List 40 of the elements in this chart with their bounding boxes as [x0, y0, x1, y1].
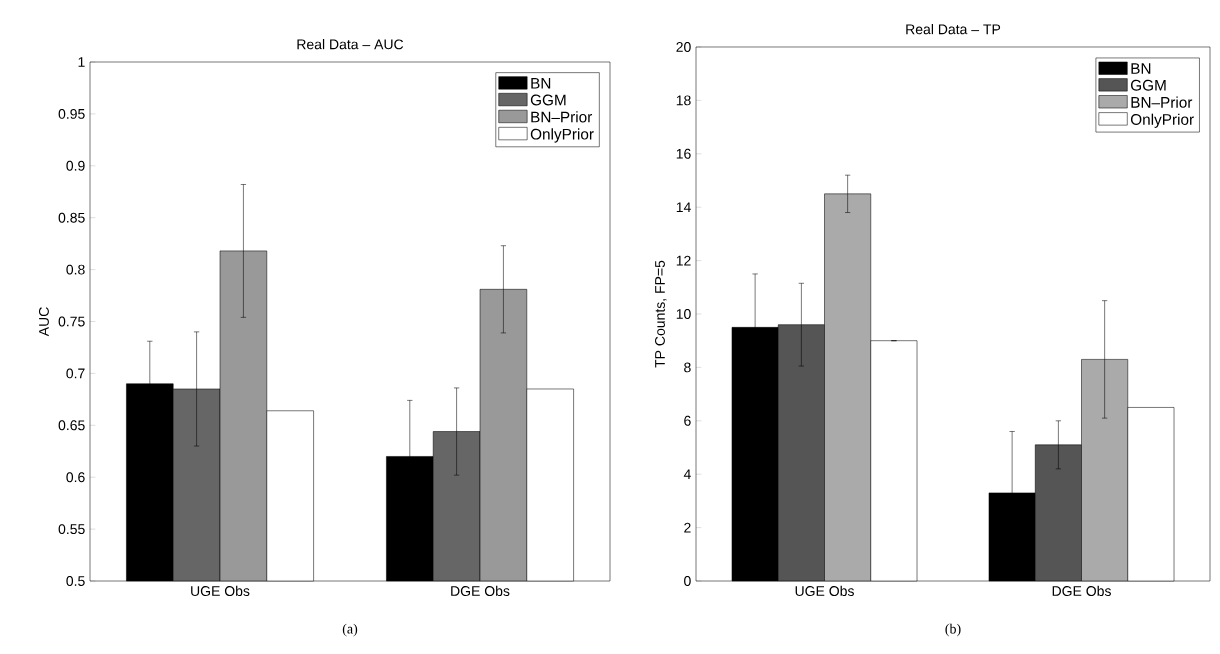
y-axis-title: AUC	[38, 307, 49, 337]
legend-label: OnlyPrior	[530, 128, 594, 143]
text: (a)	[342, 623, 358, 637]
y-tick-label: 18	[676, 95, 691, 106]
y-axis-title: TP Counts, FP=5	[655, 260, 667, 368]
y-tick-label: 0.9	[66, 160, 85, 171]
y-tick-label: 0.7	[66, 368, 85, 379]
y-tick-label: 10	[676, 309, 691, 319]
y-tick-label: 0.85	[58, 212, 85, 223]
y-tick-label: 20	[676, 42, 691, 52]
x-tick-label: UGE Obs	[191, 585, 250, 596]
y-tick-label: 16	[676, 148, 691, 159]
x-tick-label: DGE Obs	[1052, 585, 1111, 596]
y-tick-label: 0.65	[58, 420, 85, 431]
y-tick-label: 0.75	[58, 316, 85, 327]
y-tick-label: 0.6	[66, 472, 85, 483]
legend-label: OnlyPrior	[1130, 113, 1194, 128]
y-tick-label: 4	[683, 469, 691, 480]
legend-label: BN–Prior	[1131, 96, 1193, 108]
y-tick-label: 0.5	[66, 576, 85, 586]
y-tick-label: 6	[684, 415, 691, 426]
legend-label: BN–Prior	[531, 111, 593, 123]
legend-label: BN	[531, 78, 551, 89]
y-tick-label: 0.95	[58, 108, 85, 119]
chart-title: Real Data – AUC	[297, 39, 404, 50]
y-tick-label: 0.8	[66, 264, 85, 275]
y-tick-label: 2	[684, 522, 691, 533]
y-tick-label: 0.55	[58, 524, 85, 535]
legend-label: GGM	[1131, 79, 1166, 91]
text: (b)	[945, 623, 961, 637]
y-tick-label: 14	[676, 202, 691, 213]
x-tick-label: DGE Obs	[451, 585, 510, 596]
y-tick-label: 12	[676, 255, 691, 266]
y-tick-label: 0	[684, 576, 691, 586]
y-tick-label: 1	[78, 57, 85, 67]
legend-label: BN	[1131, 63, 1151, 74]
y-tick-label: 8	[684, 362, 691, 373]
chart-title: Real Data – TP	[906, 24, 1001, 35]
legend-label: GGM	[530, 94, 566, 106]
x-tick-label: UGE Obs	[795, 585, 854, 596]
